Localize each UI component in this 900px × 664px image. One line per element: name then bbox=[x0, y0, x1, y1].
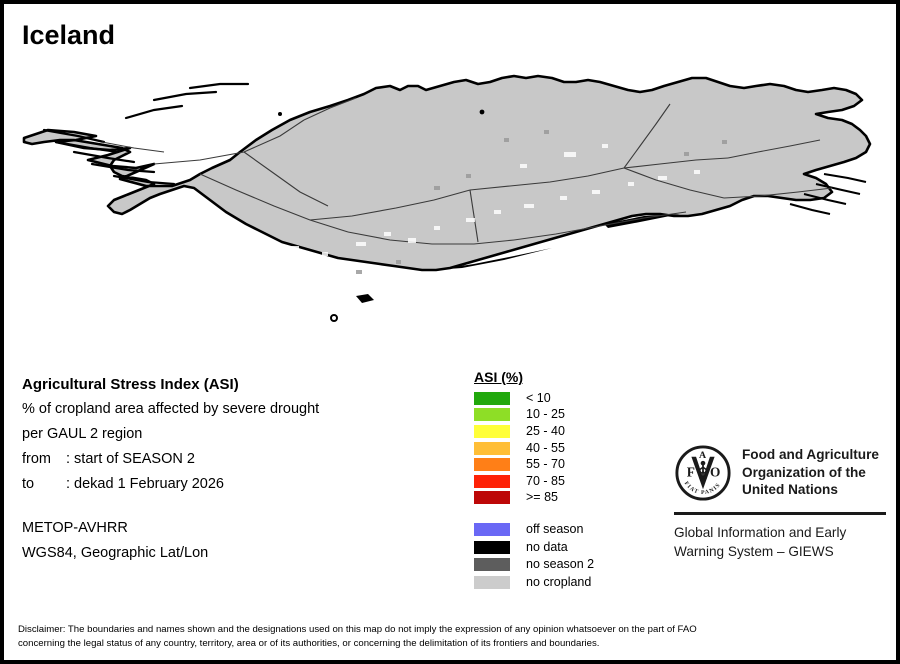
disclaimer-line-2: concerning the legal status of any count… bbox=[18, 638, 600, 649]
legend-label: 25 - 40 bbox=[526, 423, 565, 438]
iceland-map-svg bbox=[4, 56, 896, 346]
fao-divider bbox=[674, 512, 886, 515]
period-from-key: from bbox=[22, 451, 51, 467]
sensor-label: METOP-AVHRR bbox=[22, 520, 128, 536]
asi-heading: Agricultural Stress Index (ASI) bbox=[22, 376, 239, 393]
legend-label: < 10 bbox=[526, 390, 551, 405]
period-to-value: : dekad 1 February 2026 bbox=[66, 476, 224, 492]
legend-row[interactable]: 70 - 85 bbox=[474, 473, 644, 490]
legend-row-special[interactable]: off season bbox=[474, 521, 644, 539]
legend-row[interactable]: 25 - 40 bbox=[474, 423, 644, 440]
fao-block: F O A FIAT PANIS Food and Agriculture Or… bbox=[674, 444, 892, 561]
legend-swatch bbox=[474, 441, 510, 455]
disclaimer: Disclaimer: The boundaries and names sho… bbox=[18, 623, 884, 651]
west-fjord-detail bbox=[42, 82, 250, 186]
legend-swatch bbox=[474, 458, 510, 472]
iceland-landmass bbox=[22, 74, 872, 272]
giews-system-name: Global Information and Early Warning Sys… bbox=[674, 525, 847, 559]
map-canvas[interactable] bbox=[4, 56, 896, 346]
period-to-row: to : dekad 1 February 2026 bbox=[22, 472, 452, 497]
svg-text:O: O bbox=[710, 464, 720, 479]
offshore-islands bbox=[278, 109, 485, 322]
fao-organization-name: Food and Agriculture Organization of the… bbox=[742, 447, 879, 497]
legend-swatch bbox=[474, 391, 510, 405]
fao-logo-icon: F O A FIAT PANIS bbox=[675, 445, 731, 501]
legend-swatch bbox=[474, 575, 510, 589]
region-boundaries bbox=[101, 97, 833, 245]
legend-row[interactable]: < 10 bbox=[474, 390, 644, 407]
legend-label: 10 - 25 bbox=[526, 407, 565, 422]
legend: ASI (%) < 10 10 - 25 25 - 40 40 - 55 55 … bbox=[474, 370, 644, 591]
legend-swatch bbox=[474, 523, 510, 537]
legend-title: ASI (%) bbox=[474, 369, 523, 385]
legend-row-special[interactable]: no season 2 bbox=[474, 556, 644, 574]
asi-region-level: per GAUL 2 region bbox=[22, 426, 143, 442]
south-coast-detail bbox=[434, 214, 680, 270]
period-from-value: : start of SEASON 2 bbox=[66, 451, 195, 467]
legend-swatch bbox=[474, 424, 510, 438]
legend-row-special[interactable]: no cropland bbox=[474, 574, 644, 592]
legend-label: off season bbox=[526, 522, 584, 537]
landmass-group bbox=[22, 74, 872, 322]
legend-row[interactable]: 40 - 55 bbox=[474, 440, 644, 457]
description-block: Agricultural Stress Index (ASI) % of cro… bbox=[22, 372, 452, 566]
east-fjord-detail bbox=[789, 173, 867, 215]
legend-swatch bbox=[474, 558, 510, 572]
pixel-speckle bbox=[234, 130, 727, 274]
legend-swatch bbox=[474, 474, 510, 488]
projection-label: WGS84, Geographic Lat/Lon bbox=[22, 545, 209, 561]
legend-label: 55 - 70 bbox=[526, 457, 565, 472]
desc-spacer bbox=[22, 497, 452, 516]
disclaimer-line-1: Disclaimer: The boundaries and names sho… bbox=[18, 624, 697, 635]
legend-row[interactable]: 55 - 70 bbox=[474, 456, 644, 473]
legend-swatch bbox=[474, 491, 510, 505]
legend-label: 70 - 85 bbox=[526, 473, 565, 488]
fao-header: F O A FIAT PANIS Food and Agriculture Or… bbox=[674, 444, 892, 502]
period-from-row: from : start of SEASON 2 bbox=[22, 447, 452, 472]
legend-swatch bbox=[474, 408, 510, 422]
page-title: Iceland bbox=[22, 20, 116, 50]
legend-label: no cropland bbox=[526, 574, 592, 589]
legend-label: >= 85 bbox=[526, 490, 558, 505]
asi-subtitle: % of cropland area affected by severe dr… bbox=[22, 401, 320, 417]
legend-label: no season 2 bbox=[526, 557, 595, 572]
legend-label: no data bbox=[526, 539, 568, 554]
legend-row-special[interactable]: no data bbox=[474, 539, 644, 557]
legend-row[interactable]: >= 85 bbox=[474, 490, 644, 507]
legend-row[interactable]: 10 - 25 bbox=[474, 407, 644, 424]
svg-text:F: F bbox=[687, 464, 695, 479]
legend-gap bbox=[474, 506, 644, 521]
svg-text:A: A bbox=[699, 450, 707, 461]
period-to-key: to bbox=[22, 476, 35, 492]
legend-swatch bbox=[474, 540, 510, 554]
legend-label: 40 - 55 bbox=[526, 440, 565, 455]
